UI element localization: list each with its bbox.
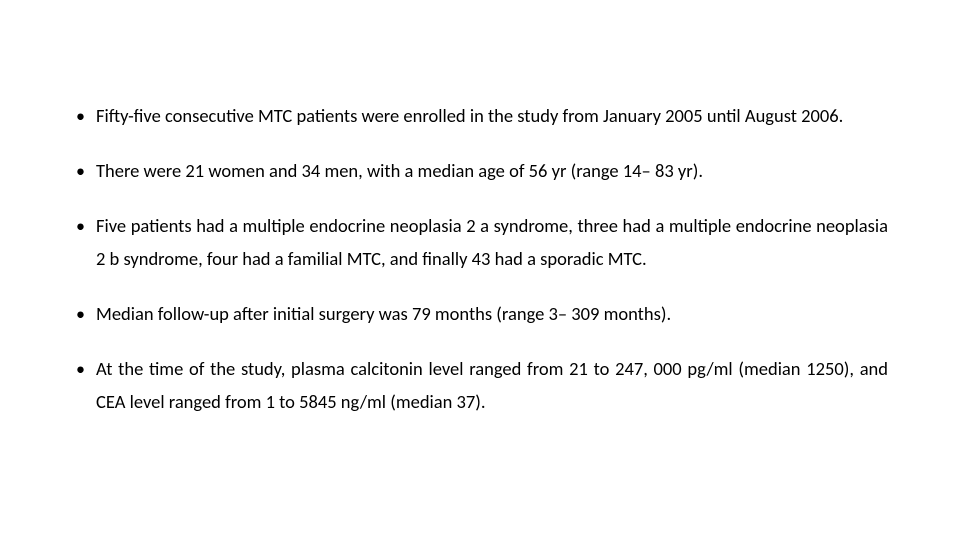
list-item: At the time of the study, plasma calcito… — [72, 353, 888, 419]
list-item: Median follow-up after initial surgery w… — [72, 298, 888, 331]
list-item: There were 21 women and 34 men, with a m… — [72, 155, 888, 188]
list-item: Fifty-five consecutive MTC patients were… — [72, 100, 888, 133]
slide-body: Fifty-five consecutive MTC patients were… — [0, 0, 960, 540]
bullet-list: Fifty-five consecutive MTC patients were… — [72, 100, 888, 418]
list-item: Five patients had a multiple endocrine n… — [72, 210, 888, 276]
